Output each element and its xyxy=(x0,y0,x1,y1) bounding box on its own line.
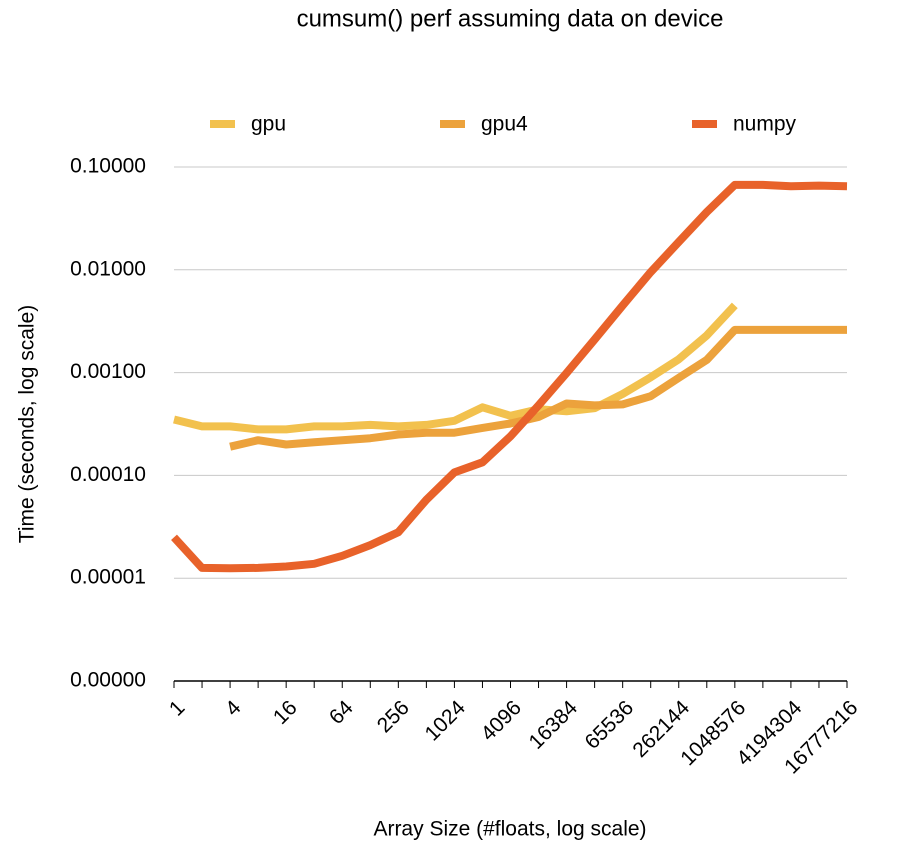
x-tick-label: 16 xyxy=(269,696,302,729)
legend-label: gpu4 xyxy=(481,113,528,136)
x-axis-title: Array Size (#floats, log scale) xyxy=(373,818,646,841)
y-tick-label: 0.10000 xyxy=(70,155,146,178)
x-tick-label: 256 xyxy=(373,696,414,737)
series-line xyxy=(229,325,847,451)
legend-label: gpu xyxy=(251,113,286,136)
y-axis-title: Time (seconds, log scale) xyxy=(16,305,39,543)
x-tick-label: 64 xyxy=(325,696,358,729)
x-tick-label: 1024 xyxy=(421,696,471,746)
series-line xyxy=(171,180,848,573)
series-line xyxy=(173,302,738,434)
y-tick-label: 0.00100 xyxy=(70,360,146,383)
y-tick-label: 0.00010 xyxy=(70,463,146,486)
x-tick-label: 4 xyxy=(221,696,246,721)
x-tick-label: 1 xyxy=(165,696,190,721)
legend-label: numpy xyxy=(733,113,797,136)
y-tick-label: 0.00001 xyxy=(70,566,146,589)
chart-title: cumsum() perf assuming data on device xyxy=(297,5,724,32)
x-tick-label: 16384 xyxy=(524,696,582,754)
x-tick-label: 4096 xyxy=(477,696,526,745)
y-tick-label: 0.00000 xyxy=(70,669,146,692)
y-tick-label: 0.01000 xyxy=(70,257,146,280)
